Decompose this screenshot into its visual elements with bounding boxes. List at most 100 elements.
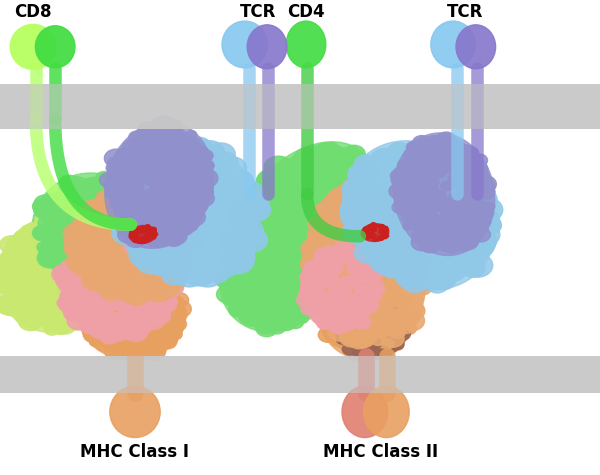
Circle shape <box>243 301 261 314</box>
Circle shape <box>91 266 107 277</box>
Circle shape <box>118 148 133 160</box>
Circle shape <box>134 143 149 155</box>
Circle shape <box>222 249 254 274</box>
Circle shape <box>112 225 128 238</box>
Circle shape <box>121 272 137 285</box>
Circle shape <box>41 217 62 233</box>
Circle shape <box>140 195 153 205</box>
Circle shape <box>332 274 346 285</box>
Circle shape <box>184 263 208 282</box>
Circle shape <box>52 198 68 210</box>
Circle shape <box>316 276 340 295</box>
Circle shape <box>187 145 209 162</box>
Circle shape <box>344 253 353 260</box>
Circle shape <box>373 292 390 305</box>
Circle shape <box>144 333 155 342</box>
Circle shape <box>65 302 87 319</box>
Circle shape <box>457 219 466 226</box>
Circle shape <box>361 226 391 249</box>
Circle shape <box>7 262 25 276</box>
Circle shape <box>413 173 430 186</box>
Circle shape <box>353 206 368 217</box>
Circle shape <box>384 207 404 223</box>
Circle shape <box>340 201 368 222</box>
Circle shape <box>354 318 364 326</box>
Circle shape <box>380 309 393 320</box>
Circle shape <box>178 267 191 277</box>
Circle shape <box>96 285 109 295</box>
Circle shape <box>148 263 160 273</box>
Circle shape <box>250 244 262 253</box>
Circle shape <box>145 219 172 241</box>
Circle shape <box>145 340 166 357</box>
Circle shape <box>134 278 160 298</box>
Circle shape <box>53 213 77 231</box>
Circle shape <box>169 238 186 252</box>
Circle shape <box>379 231 382 233</box>
Circle shape <box>261 267 285 286</box>
Circle shape <box>132 317 152 333</box>
Circle shape <box>193 184 210 197</box>
Circle shape <box>389 336 402 346</box>
Circle shape <box>64 236 82 249</box>
Circle shape <box>354 319 363 326</box>
Circle shape <box>153 267 164 276</box>
Circle shape <box>383 295 397 307</box>
Circle shape <box>203 173 220 186</box>
Circle shape <box>331 313 345 323</box>
Circle shape <box>310 159 326 172</box>
Ellipse shape <box>79 272 185 360</box>
Ellipse shape <box>129 226 157 244</box>
Circle shape <box>421 238 439 253</box>
Circle shape <box>9 239 30 256</box>
Circle shape <box>158 204 176 218</box>
Circle shape <box>139 151 148 159</box>
Circle shape <box>341 307 350 314</box>
Circle shape <box>363 254 379 266</box>
Circle shape <box>197 184 209 193</box>
Circle shape <box>110 238 128 252</box>
Circle shape <box>71 261 86 273</box>
Circle shape <box>86 261 107 277</box>
Circle shape <box>347 319 356 326</box>
Circle shape <box>344 209 365 227</box>
Circle shape <box>167 132 185 145</box>
Circle shape <box>378 347 390 357</box>
Circle shape <box>368 348 383 359</box>
Circle shape <box>60 228 72 237</box>
Circle shape <box>119 177 134 189</box>
Circle shape <box>149 229 151 231</box>
Circle shape <box>88 177 104 190</box>
Circle shape <box>206 267 223 280</box>
Circle shape <box>422 220 444 237</box>
Circle shape <box>190 197 201 205</box>
Circle shape <box>118 285 140 302</box>
Circle shape <box>134 163 164 187</box>
Circle shape <box>92 187 103 195</box>
Circle shape <box>269 302 285 314</box>
Circle shape <box>347 252 359 262</box>
Circle shape <box>163 165 176 175</box>
Circle shape <box>337 323 347 332</box>
Circle shape <box>419 167 431 176</box>
Circle shape <box>83 240 105 257</box>
Circle shape <box>15 307 38 325</box>
Circle shape <box>256 239 275 254</box>
Circle shape <box>302 276 323 294</box>
Circle shape <box>356 187 384 209</box>
Circle shape <box>199 256 211 266</box>
Circle shape <box>335 291 348 302</box>
Circle shape <box>62 262 81 276</box>
Circle shape <box>110 247 128 261</box>
Circle shape <box>254 236 268 247</box>
Circle shape <box>22 278 41 293</box>
Circle shape <box>303 250 328 269</box>
Circle shape <box>132 209 155 227</box>
Circle shape <box>43 278 65 296</box>
Circle shape <box>322 156 350 178</box>
Circle shape <box>259 312 283 331</box>
Circle shape <box>46 250 67 266</box>
Circle shape <box>314 225 333 240</box>
Circle shape <box>89 320 115 339</box>
Circle shape <box>343 182 361 196</box>
